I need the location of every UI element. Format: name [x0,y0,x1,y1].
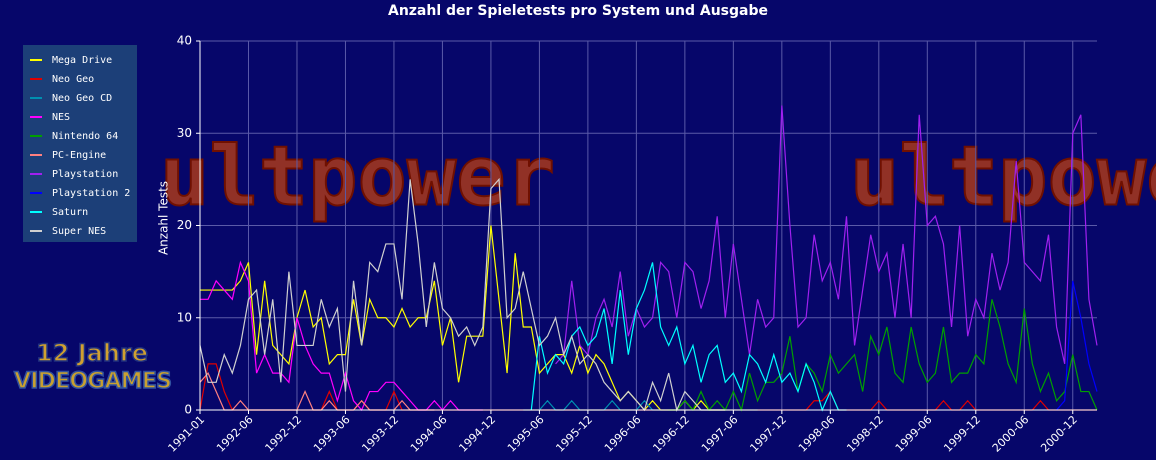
series-line [555,105,1098,365]
legend-box [23,45,137,242]
watermark: ultpower [850,129,1156,224]
logo-line1: 12 Jahre [36,339,148,367]
series-line [199,177,726,412]
watermark: ultpower [160,129,555,224]
y-tick-label: 10 [177,310,192,324]
y-tick-label: 40 [177,34,192,48]
legend-label: Playstation [52,169,118,180]
logo-line2: VIDEOGAMES [14,369,172,394]
series-line [200,260,483,412]
chart-title: Anzahl der Spieletests pro System und Au… [388,3,768,19]
y-tick-label: 20 [177,218,192,232]
legend-label: Nintendo 64 [52,131,118,142]
legend-label: Mega Drive [52,55,112,66]
series-line [1056,280,1098,411]
series-line [668,299,1098,412]
series-line [530,262,847,412]
y-tick-label: 30 [177,126,192,140]
legend-label: Super NES [52,226,106,237]
legend-label: Playstation 2 [52,188,130,199]
legend-label: Neo Geo CD [52,93,112,104]
legend-label: Saturn [52,207,88,218]
legend: Mega Drive Neo Geo Neo Geo CD NES Nintendo 6… [23,45,137,242]
y-tick-label: 0 [184,403,192,417]
legend-label: PC-Engine [52,150,106,161]
legend-label: Neo Geo [52,74,94,85]
legend-label: NES [52,112,70,123]
y-axis-label: Anzahl Tests [157,181,171,255]
